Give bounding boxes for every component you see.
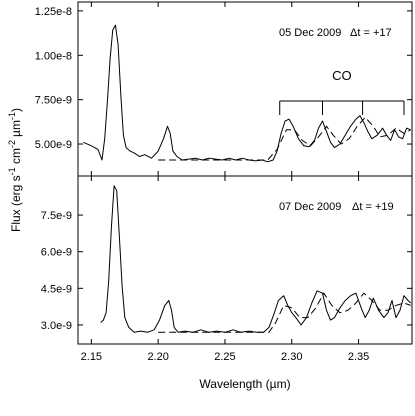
panel-top-y-ticks: 5.00e-9 7.50e-9 1.00e-8 1.25e-8 xyxy=(35,6,412,151)
x-tick-label: 2.30 xyxy=(281,351,302,363)
panel-bottom-frame xyxy=(77,175,413,345)
y-axis-title: Flux (erg s-1 cm-2µm-1) xyxy=(7,108,23,232)
y-tick-label: 7.5e-9 xyxy=(41,210,72,222)
co-band-label: CO xyxy=(332,68,352,83)
panel-top-series xyxy=(83,24,411,163)
panel-bottom-series xyxy=(100,185,412,333)
panel-top: 5.00e-9 7.50e-9 1.00e-8 1.25e-8 05 Dec 2009… xyxy=(35,1,413,177)
y-tick-label: 4.5e-9 xyxy=(41,283,72,295)
x-tick-label: 2.20 xyxy=(147,351,168,363)
y-axis-title-part-c: µm xyxy=(9,120,23,137)
model-spectrum-line xyxy=(158,116,411,161)
y-tick-label: 1.25e-8 xyxy=(35,6,72,18)
model-spectrum-line xyxy=(158,292,411,333)
observed-spectrum-line xyxy=(83,24,411,163)
panel-bottom-y-ticks: 3.0e-9 4.5e-9 6.0e-9 7.5e-9 xyxy=(41,210,412,332)
panel-bottom-x-ticks: 2.15 2.20 2.25 2.30 2.35 xyxy=(81,176,369,363)
y-tick-label: 6.0e-9 xyxy=(41,247,72,259)
co-band-bracket xyxy=(279,100,405,115)
panel-bottom: 3.0e-9 4.5e-9 6.0e-9 7.5e-9 2.15 2.20 2.25 2.3… xyxy=(41,175,413,363)
x-tick-label: 2.15 xyxy=(81,351,102,363)
x-tick-label: 2.25 xyxy=(214,351,235,363)
panel-top-x-ticks xyxy=(90,2,360,176)
panel-top-date-label: 05 Dec 2009 xyxy=(279,27,341,39)
panel-bottom-delta-label: Δt = +19 xyxy=(352,201,394,213)
y-axis-title-part-b: cm xyxy=(9,148,23,167)
y-axis-title-exp-3: -1 xyxy=(7,112,17,120)
y-axis-title-exp-2: -2 xyxy=(7,140,17,148)
y-axis-title-part-d: ) xyxy=(9,108,23,112)
panel-bottom-date-label: 07 Dec 2009 xyxy=(279,201,341,213)
y-axis-title-part-a: Flux (erg s xyxy=(9,175,23,232)
y-tick-label: 5.00e-9 xyxy=(35,139,72,151)
y-tick-label: 3.0e-9 xyxy=(41,320,72,332)
x-tick-label: 2.35 xyxy=(348,351,369,363)
x-axis-title: Wavelength (µm) xyxy=(199,377,290,391)
y-tick-label: 1.00e-8 xyxy=(35,50,72,62)
y-axis-title-exp-1: -1 xyxy=(7,167,17,175)
observed-spectrum-line xyxy=(100,185,412,333)
y-tick-label: 7.50e-9 xyxy=(35,95,72,107)
panel-top-delta-label: Δt = +17 xyxy=(350,27,392,39)
